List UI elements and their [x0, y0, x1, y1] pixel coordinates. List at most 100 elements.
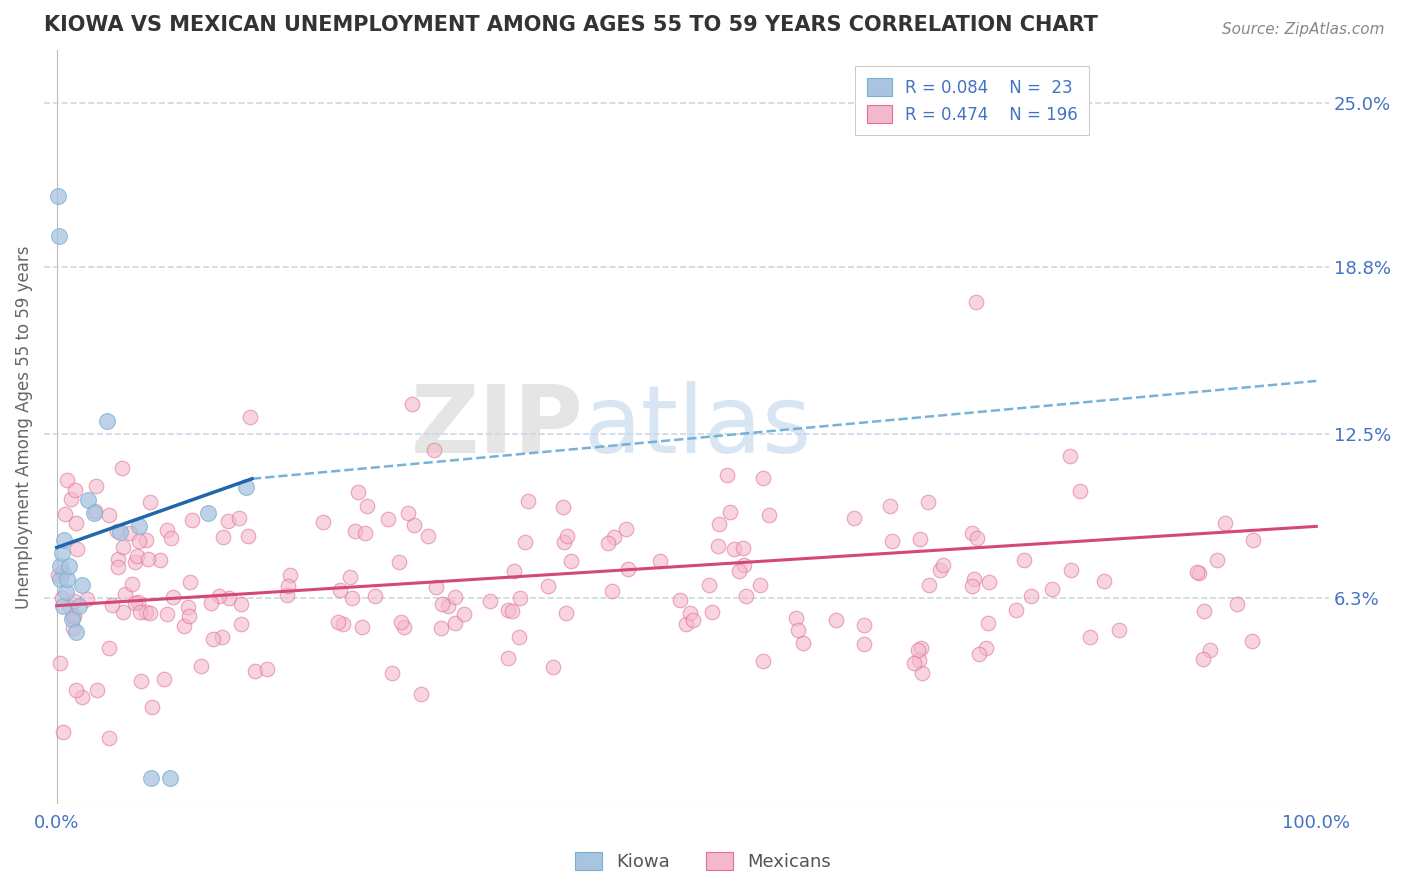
Point [903, 656, 925, 670]
Point [84, 479, 107, 493]
Point [679, 606, 702, 620]
Point [734, 590, 756, 604]
Point [135, 533, 157, 547]
Point [752, 471, 775, 485]
Point [339, 570, 361, 584]
Point [404, 518, 426, 533]
Point [377, 512, 399, 526]
Point [1021, 589, 1043, 603]
Point [356, 500, 378, 514]
Point [124, 596, 146, 610]
Point [84, 504, 107, 518]
Point [396, 506, 419, 520]
Point [700, 605, 723, 619]
Point [231, 597, 253, 611]
Point [107, 551, 129, 566]
Point [63, 609, 86, 624]
Point [101, 598, 124, 612]
Point [1092, 574, 1115, 588]
Point [707, 539, 730, 553]
Point [46, 189, 69, 203]
Point [156, 523, 179, 537]
Text: KIOWA VS MEXICAN UNEMPLOYMENT AMONG AGES 55 TO 59 YEARS CORRELATION CHART: KIOWA VS MEXICAN UNEMPLOYMENT AMONG AGES… [44, 15, 1098, 35]
Point [879, 499, 901, 513]
Point [648, 554, 671, 568]
Point [1213, 516, 1236, 531]
Point [1059, 449, 1081, 463]
Point [139, 607, 162, 621]
Point [332, 617, 354, 632]
Point [555, 606, 578, 620]
Point [153, 673, 176, 687]
Point [96, 414, 118, 428]
Point [1078, 630, 1101, 644]
Point [312, 515, 335, 529]
Point [326, 615, 349, 629]
Point [852, 617, 875, 632]
Point [555, 529, 578, 543]
Point [723, 542, 745, 557]
Y-axis label: Unemployment Among Ages 55 to 59 years: Unemployment Among Ages 55 to 59 years [15, 245, 32, 609]
Point [202, 632, 225, 646]
Point [97, 731, 120, 745]
Point [62, 622, 84, 636]
Point [787, 623, 810, 637]
Point [125, 549, 148, 564]
Point [276, 588, 298, 602]
Point [236, 529, 259, 543]
Point [197, 506, 219, 520]
Point [733, 558, 755, 572]
Point [430, 597, 453, 611]
Point [960, 579, 983, 593]
Point [614, 522, 637, 536]
Point [49, 572, 72, 586]
Point [963, 572, 986, 586]
Point [516, 494, 538, 508]
Point [177, 600, 200, 615]
Point [173, 619, 195, 633]
Point [51, 591, 73, 605]
Point [55, 572, 77, 586]
Point [128, 519, 150, 533]
Point [977, 615, 1000, 630]
Point [965, 294, 987, 309]
Point [52, 725, 75, 739]
Point [200, 596, 222, 610]
Point [105, 524, 128, 538]
Point [55, 585, 77, 599]
Point [1004, 603, 1026, 617]
Point [127, 595, 149, 609]
Point [347, 485, 370, 500]
Point [76, 591, 98, 606]
Point [682, 613, 704, 627]
Point [70, 577, 93, 591]
Point [49, 559, 72, 574]
Point [228, 510, 250, 524]
Point [112, 605, 135, 619]
Text: atlas: atlas [583, 381, 813, 474]
Point [329, 582, 352, 597]
Point [1226, 597, 1249, 611]
Point [785, 611, 807, 625]
Point [669, 593, 692, 607]
Point [86, 683, 108, 698]
Point [596, 535, 619, 549]
Point [239, 409, 262, 424]
Point [387, 555, 409, 569]
Point [179, 574, 201, 589]
Point [1040, 582, 1063, 596]
Point [697, 578, 720, 592]
Point [918, 578, 941, 592]
Point [1206, 552, 1229, 566]
Point [343, 524, 366, 539]
Point [508, 630, 530, 644]
Point [162, 590, 184, 604]
Point [124, 555, 146, 569]
Point [616, 561, 638, 575]
Point [83, 506, 105, 520]
Point [707, 516, 730, 531]
Point [52, 565, 75, 579]
Point [278, 567, 301, 582]
Point [67, 599, 90, 613]
Point [58, 559, 80, 574]
